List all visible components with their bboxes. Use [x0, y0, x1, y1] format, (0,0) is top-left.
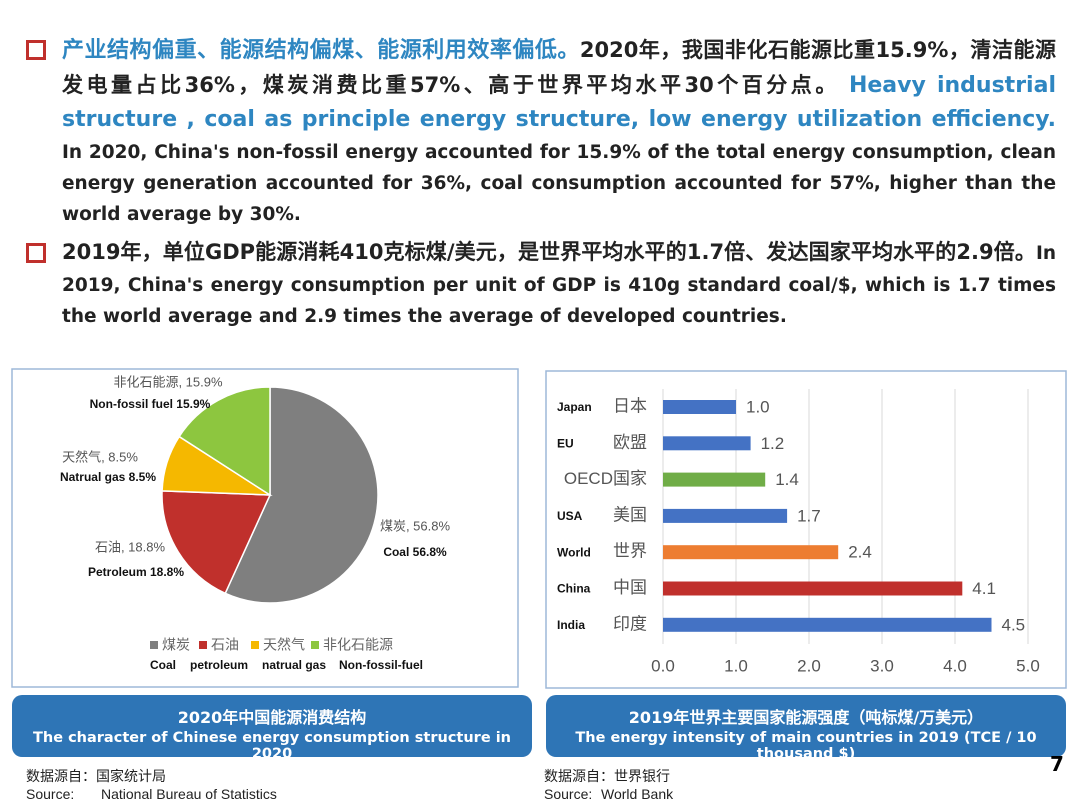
text: 2020年，我国非化石能源比重15.9%，清洁能源发电量占比36%，煤炭消费比重…: [62, 38, 1056, 97]
x-tick-label: 3.0: [870, 656, 894, 675]
legend-label: 天然气: [263, 637, 305, 653]
category-label-en: China: [557, 582, 591, 596]
caption-subtitle: The character of Chinese energy consumpt…: [32, 730, 511, 762]
value-label: 4.1: [972, 579, 996, 598]
bullet-marker: [26, 40, 46, 60]
category-label: 欧盟: [613, 433, 647, 452]
category-label-en: World: [557, 545, 591, 559]
highlight: 产业结构偏重、能源结构偏煤、能源利用效率偏低。: [62, 38, 580, 63]
value-label: 1.0: [746, 397, 770, 416]
x-tick-label: 4.0: [943, 656, 967, 675]
chart-frame: [11, 368, 519, 688]
legend-label: 煤炭: [162, 637, 190, 653]
source: World Bank: [601, 786, 674, 802]
bar: [663, 436, 751, 451]
slice-label-en: Petroleum 18.8%: [88, 565, 184, 579]
category-label: OECD国家: [564, 469, 647, 488]
category-label: 中国: [613, 578, 647, 597]
chart-frame: [545, 370, 1067, 689]
value-label: 1.7: [797, 506, 821, 525]
slice-label-en: Non-fossil fuel 15.9%: [90, 397, 211, 411]
bullet-marker: [26, 243, 46, 263]
slice-label-en: Natrual gas 8.5%: [60, 470, 156, 484]
category-label: 日本: [613, 396, 647, 415]
page-number: 7: [1050, 752, 1064, 776]
pie-slice: [178, 386, 271, 497]
caption: 2020年中国能源消费结构 The character of Chinese en…: [12, 695, 532, 762]
x-tick-label: 0.0: [651, 656, 675, 675]
bullet: 2019年，单位GDP能源消耗410克标煤/美元，是世界平均水平的1.7倍、发达…: [62, 235, 1056, 332]
category-label-en: India: [557, 618, 585, 632]
bar: [663, 400, 736, 414]
legend-label-en: Non-fossil-fuel: [339, 658, 423, 672]
bar: [663, 581, 963, 596]
legend-swatch: [199, 641, 207, 649]
slice-label: 石油, 18.8%: [95, 539, 166, 554]
source: National Bureau of Statistics: [101, 786, 277, 802]
category-label: 印度: [613, 614, 647, 633]
legend-label: 非化石能源: [323, 637, 393, 653]
legend-label-en: Coal: [150, 658, 176, 672]
x-tick-label: 2.0: [797, 656, 821, 675]
source-label: Source:: [544, 786, 593, 802]
category-label: 世界: [613, 542, 647, 561]
slice-label: 煤炭, 56.8%: [380, 518, 451, 533]
text: 2019年，单位GDP能源消耗410克标煤/美元，是世界平均水平的1.7倍、发达…: [62, 240, 1036, 264]
bar: [663, 508, 788, 523]
source-label: Source:: [26, 786, 75, 802]
legend-swatch: [150, 641, 158, 649]
legend-label: 石油: [211, 637, 239, 653]
category-label-en: USA: [557, 509, 583, 523]
x-tick-label: 1.0: [724, 656, 748, 675]
slice-label: 非化石能源, 15.9%: [113, 374, 223, 389]
legend-label-en: petroleum: [190, 658, 248, 672]
pie-slice: [161, 490, 272, 595]
bar: [663, 472, 766, 487]
value-label: 1.4: [775, 470, 799, 489]
text: In 2019, China's energy consumption per …: [62, 243, 1056, 327]
value-label: 2.4: [848, 543, 872, 562]
value-label: 1.2: [761, 434, 785, 453]
caption-title: 2019年世界主要国家能源强度（吨标煤/万美元）: [628, 708, 984, 727]
bar: [663, 617, 992, 632]
bullet: 产业结构偏重、能源结构偏煤、能源利用效率偏低。2020年，我国非化石能源比重15…: [62, 33, 1056, 230]
highlight: Heavy industrial structure , coal as pri…: [62, 73, 1056, 132]
legend-swatch: [251, 641, 259, 649]
category-label: 美国: [613, 505, 647, 524]
caption-title: 2020年中国能源消费结构: [177, 708, 367, 727]
slice-label: 天然气, 8.5%: [62, 449, 138, 464]
slice-label-en: Coal 56.8%: [383, 545, 447, 559]
legend-swatch: [311, 641, 319, 649]
bar: [663, 545, 839, 560]
caption-subtitle: The energy intensity of main countries i…: [575, 730, 1037, 762]
category-label-en: Japan: [557, 400, 592, 414]
value-label: 4.5: [1002, 615, 1026, 634]
x-tick-label: 5.0: [1016, 656, 1040, 675]
source: 数据源自：国家统计局: [26, 768, 166, 784]
category-label-en: EU: [557, 436, 574, 450]
pie-slice: [224, 386, 379, 604]
text: In 2020, China's non-fossil energy accou…: [62, 142, 1056, 225]
legend-label-en: natrual gas: [262, 658, 326, 672]
caption: 2019年世界主要国家能源强度（吨标煤/万美元） The energy inten…: [546, 695, 1066, 762]
source: 数据源自：世界银行: [544, 768, 670, 784]
